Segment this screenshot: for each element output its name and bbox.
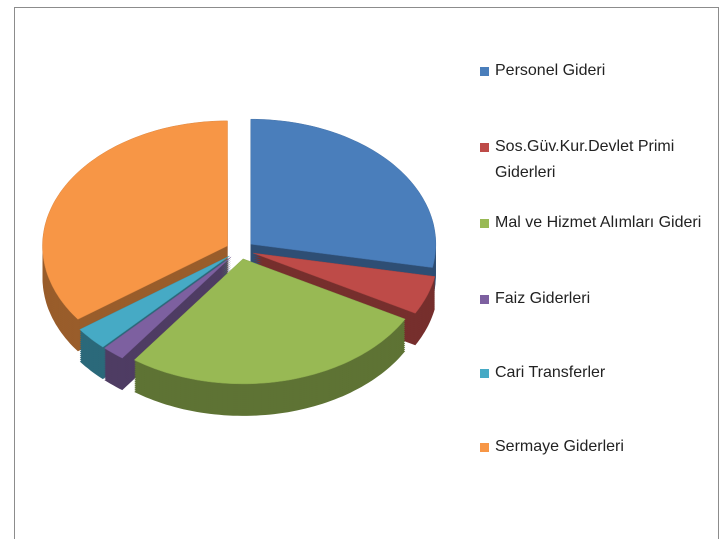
legend-swatch	[480, 369, 489, 378]
pie-slice	[250, 118, 437, 300]
pie-slice	[133, 258, 406, 416]
legend-item: Cari Transferler	[480, 360, 705, 386]
legend-label: Faiz Giderleri	[495, 290, 591, 307]
legend-item: Mal ve Hizmet Alımları Gideri	[480, 210, 705, 236]
legend-item: Faiz Giderleri	[480, 286, 705, 312]
legend-label: Personel Gideri	[495, 62, 606, 79]
pie-slice	[42, 120, 228, 352]
legend-swatch	[480, 219, 489, 228]
legend-label: Mal ve Hizmet Alımları Gideri	[495, 214, 702, 231]
legend-item: Sos.Güv.Kur.Devlet Primi Giderleri	[480, 134, 705, 186]
legend-label: Cari Transferler	[495, 364, 606, 381]
slice-top	[133, 258, 406, 385]
slice-top	[253, 252, 436, 314]
slice-top	[103, 256, 232, 359]
slice-top	[250, 118, 437, 268]
legend-swatch	[480, 443, 489, 452]
legend-label: Sermaye Giderleri	[495, 438, 624, 455]
legend-swatch	[480, 143, 489, 152]
chart-frame	[14, 7, 719, 539]
legend-swatch	[480, 67, 489, 76]
slice-top	[42, 120, 228, 320]
legend-swatch	[480, 295, 489, 304]
legend-item: Sermaye Giderleri	[480, 434, 705, 460]
legend-item: Personel Gideri	[480, 58, 705, 84]
legend-label: Sos.Güv.Kur.Devlet Primi Giderleri	[495, 138, 675, 181]
slice-top	[79, 255, 230, 348]
